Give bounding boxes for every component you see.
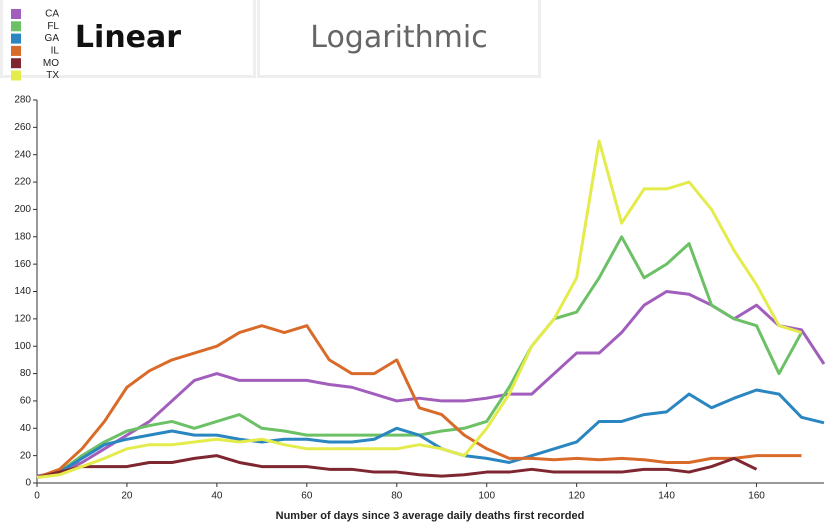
y-tick-label: 80 — [20, 368, 32, 379]
y-tick-label: 20 — [20, 450, 32, 461]
y-tick-label: 100 — [14, 341, 31, 352]
logarithmic-tab[interactable]: Logarithmic — [257, 0, 541, 78]
series-line — [36, 235, 803, 479]
y-tick-label: 200 — [14, 204, 31, 215]
y-tick-label: 180 — [14, 231, 31, 242]
legend-swatch — [11, 21, 21, 32]
legend-label: IL — [51, 46, 60, 57]
y-tick-label: 140 — [14, 286, 31, 297]
legend-label: GA — [45, 33, 60, 44]
y-tick-label: 240 — [14, 149, 31, 160]
legend-swatch — [11, 58, 21, 69]
legend-label: TX — [46, 70, 59, 81]
x-tick-label: 160 — [748, 491, 765, 502]
y-tick-label: 220 — [14, 177, 31, 188]
x-tick-label: 0 — [34, 491, 40, 502]
y-tick-label: 60 — [20, 396, 32, 407]
y-tick-label: 40 — [20, 423, 32, 434]
linear-tab[interactable]: Linear — [0, 0, 256, 78]
y-tick-label: 260 — [14, 122, 31, 133]
y-tick-label: 0 — [25, 478, 31, 489]
legend-swatch — [11, 70, 21, 81]
x-tick-label: 100 — [478, 491, 495, 502]
legend-swatch — [11, 45, 21, 56]
legend-label: CA — [45, 9, 59, 20]
legend-label: FL — [47, 21, 59, 32]
x-tick-label: 120 — [568, 491, 585, 502]
legend-label: MO — [43, 58, 59, 69]
series-line — [36, 454, 758, 479]
x-tick-label: 80 — [391, 491, 403, 502]
x-tick-label: 140 — [658, 491, 675, 502]
x-tick-label: 40 — [211, 491, 223, 502]
x-tick-label: 60 — [301, 491, 313, 502]
series-line — [36, 290, 826, 478]
series-line — [36, 388, 825, 479]
series-line — [36, 139, 802, 480]
x-tick-label: 20 — [121, 491, 133, 502]
legend-swatch — [11, 9, 21, 19]
series-line — [36, 324, 802, 479]
y-tick-label: 280 — [14, 95, 31, 106]
x-axis-label: Number of days since 3 average daily dea… — [276, 510, 585, 522]
y-tick-label: 120 — [14, 313, 31, 324]
legend-swatch — [11, 33, 21, 44]
y-tick-label: 160 — [14, 259, 31, 270]
